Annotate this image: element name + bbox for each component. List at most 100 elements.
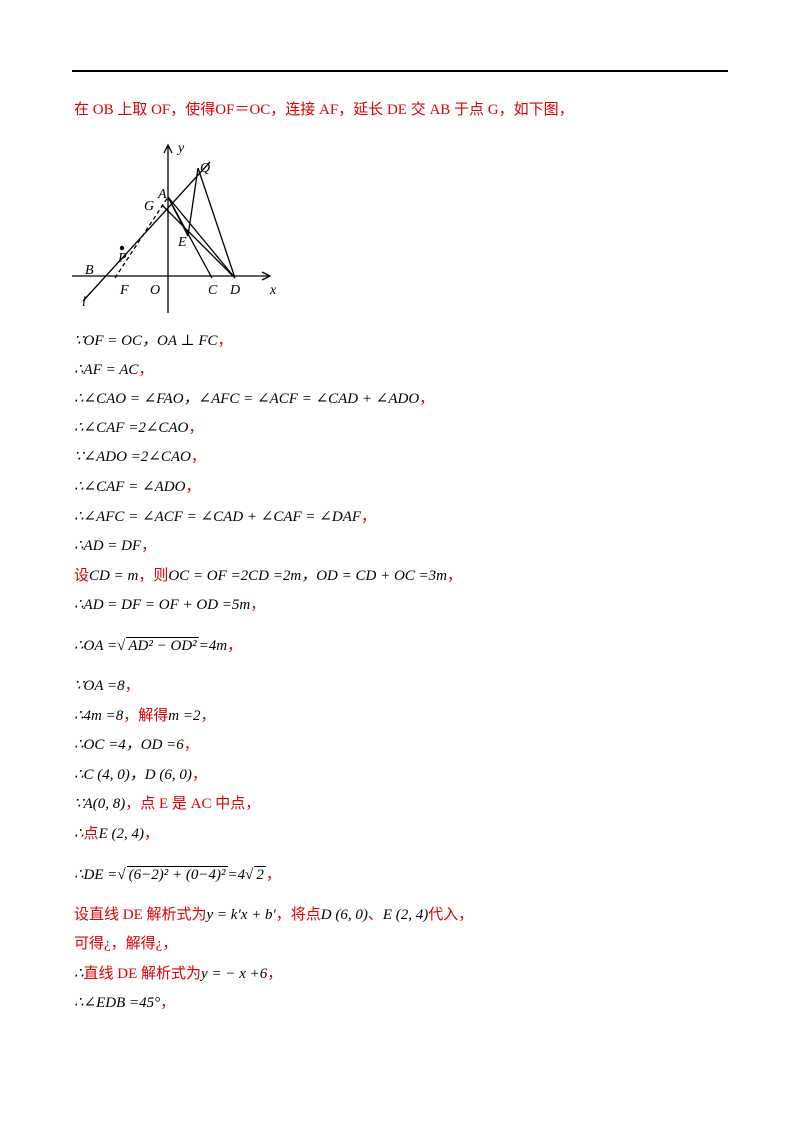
line: ∴AF = AC， [74, 358, 153, 379]
text: 在 OB 上取 OF，使得OF＝OC，连接 AF，延长 DE 交 AB 于点 G… [74, 102, 574, 118]
text: m =2 [168, 708, 201, 724]
text: ，点 E 是 AC 中点， [125, 796, 261, 812]
text: ∴∠EDB =45° [74, 995, 161, 1011]
text: ， [185, 479, 201, 495]
text: ，将点 [275, 907, 321, 923]
label: O [150, 283, 160, 298]
label: x [269, 283, 277, 298]
text: 可得¿，解得¿， [74, 936, 178, 952]
label: A [157, 187, 167, 202]
text: ， [227, 638, 243, 654]
text: ， [143, 826, 159, 842]
line: ∴点E (2, 4)， [74, 822, 159, 843]
text: ， [124, 678, 140, 694]
text: ∵A(0, 8) [74, 796, 126, 812]
line: ∴C (4, 0)，D (6, 0)， [74, 763, 207, 784]
line: 设直线 DE 解析式为y = k′x + b′，将点D (6, 0)、E (2,… [74, 903, 473, 924]
label: y [176, 141, 185, 156]
text: CD = m [89, 568, 139, 584]
text: E (2, 4) [382, 907, 429, 923]
label: P [117, 251, 127, 266]
line: ∴∠EDB =45°， [74, 991, 175, 1012]
line: ∴OC =4，OD =6， [74, 733, 199, 754]
text: ， [138, 362, 154, 378]
label: E [177, 235, 187, 250]
text: (6−2)² + (0−4)² [126, 866, 228, 883]
text: ， [188, 420, 204, 436]
line: 设CD = m，则OC = OF =2CD =2m，OD = CD + OC =… [74, 564, 462, 585]
line: ∴DE =√ (6−2)² + (0−4)² =4√ 2， [74, 866, 281, 883]
text: ，解得 [123, 708, 169, 724]
line: ∴4m =8，解得m =2， [74, 704, 216, 725]
text: 设 [74, 568, 90, 584]
text: OC = OF =2CD =2m，OD = CD + OC =3m [168, 568, 447, 584]
label: D [229, 283, 240, 298]
text: ， [190, 449, 206, 465]
label: B [85, 263, 94, 278]
text: ∴AD = DF [74, 538, 142, 554]
text: =4m [198, 638, 228, 654]
text: ， [361, 509, 377, 525]
text: ∴OC =4，OD =6 [74, 737, 184, 753]
text: 设直线 DE 解析式为 [74, 907, 207, 923]
text: ∴∠AFC = ∠ACF = ∠CAD + ∠CAF = ∠DAF [74, 509, 362, 525]
text: 代入， [428, 907, 474, 923]
line: ∴AD = DF = OF + OD =5m， [74, 593, 265, 614]
text: ∴ [74, 966, 84, 982]
line: ∵OA =8， [74, 674, 140, 695]
text: 直线 DE 解析式为 [83, 966, 202, 982]
text: ， [250, 597, 266, 613]
text: ，则 [138, 568, 169, 584]
text: ， [191, 767, 207, 783]
text: ∴∠CAF =2∠CAO [74, 420, 189, 436]
text: ， [267, 966, 283, 982]
text: ， [217, 333, 233, 349]
text: ， [141, 538, 157, 554]
text: 2 [254, 866, 266, 883]
text: y = − x +6 [201, 966, 268, 982]
label: Q [200, 161, 210, 176]
line: ∴OA =√ AD² − OD² =4m， [74, 637, 243, 654]
text: =4 [227, 867, 246, 883]
text: AD² − OD² [126, 637, 199, 654]
line: ∵A(0, 8)，点 E 是 AC 中点， [74, 792, 260, 813]
line: ∴∠CAF =2∠CAO， [74, 416, 203, 437]
line: ∴∠CAF = ∠ADO， [74, 475, 200, 496]
text: ∴AF = AC [74, 362, 139, 378]
text: y = k′x + b′ [206, 907, 276, 923]
line: 可得¿，解得¿， [74, 932, 177, 953]
text: ∴∠CAO = ∠FAO，∠AFC = ∠ACF = ∠CAD + ∠ADO [74, 391, 420, 407]
label: G [144, 199, 154, 214]
text: ∴C (4, 0)，D (6, 0) [74, 767, 192, 783]
line: ∴∠AFC = ∠ACF = ∠CAD + ∠CAF = ∠DAF， [74, 505, 376, 526]
label: C [208, 283, 218, 298]
header-rule [72, 70, 728, 72]
text: 点 [83, 826, 99, 842]
line: ∴直线 DE 解析式为y = − x +6， [74, 962, 282, 983]
line: ∵OF = OC，OA ⊥ FC， [74, 329, 233, 350]
text: ， [183, 737, 199, 753]
line: ∴∠CAO = ∠FAO，∠AFC = ∠ACF = ∠CAD + ∠ADO， [74, 387, 434, 408]
line: 在 OB 上取 OF，使得OF＝OC，连接 AF，延长 DE 交 AB 于点 G… [74, 98, 574, 119]
text: 、 [367, 907, 383, 923]
text: ∵OA =8 [74, 678, 125, 694]
text: ∴∠CAF = ∠ADO [74, 479, 186, 495]
text: ∴DE = [74, 867, 118, 883]
text: ， [200, 708, 216, 724]
text: ∴AD = DF = OF + OD =5m [74, 597, 251, 613]
text: ∴ [74, 826, 84, 842]
label: F [119, 283, 129, 298]
text: ， [419, 391, 435, 407]
figure: y Q A G E B P l F O C D x [72, 141, 277, 313]
text: ∵OF = OC，OA ⊥ FC [74, 333, 218, 349]
label: l [82, 295, 86, 310]
text: ∵∠ADO =2∠CAO [74, 449, 191, 465]
line: ∵∠ADO =2∠CAO， [74, 445, 206, 466]
line: ∴AD = DF， [74, 534, 156, 555]
text: ∴4m =8 [74, 708, 124, 724]
text: E (2, 4) [98, 826, 144, 842]
text: ， [160, 995, 176, 1011]
text: ∴OA = [74, 638, 118, 654]
text: D (6, 0) [320, 907, 368, 923]
